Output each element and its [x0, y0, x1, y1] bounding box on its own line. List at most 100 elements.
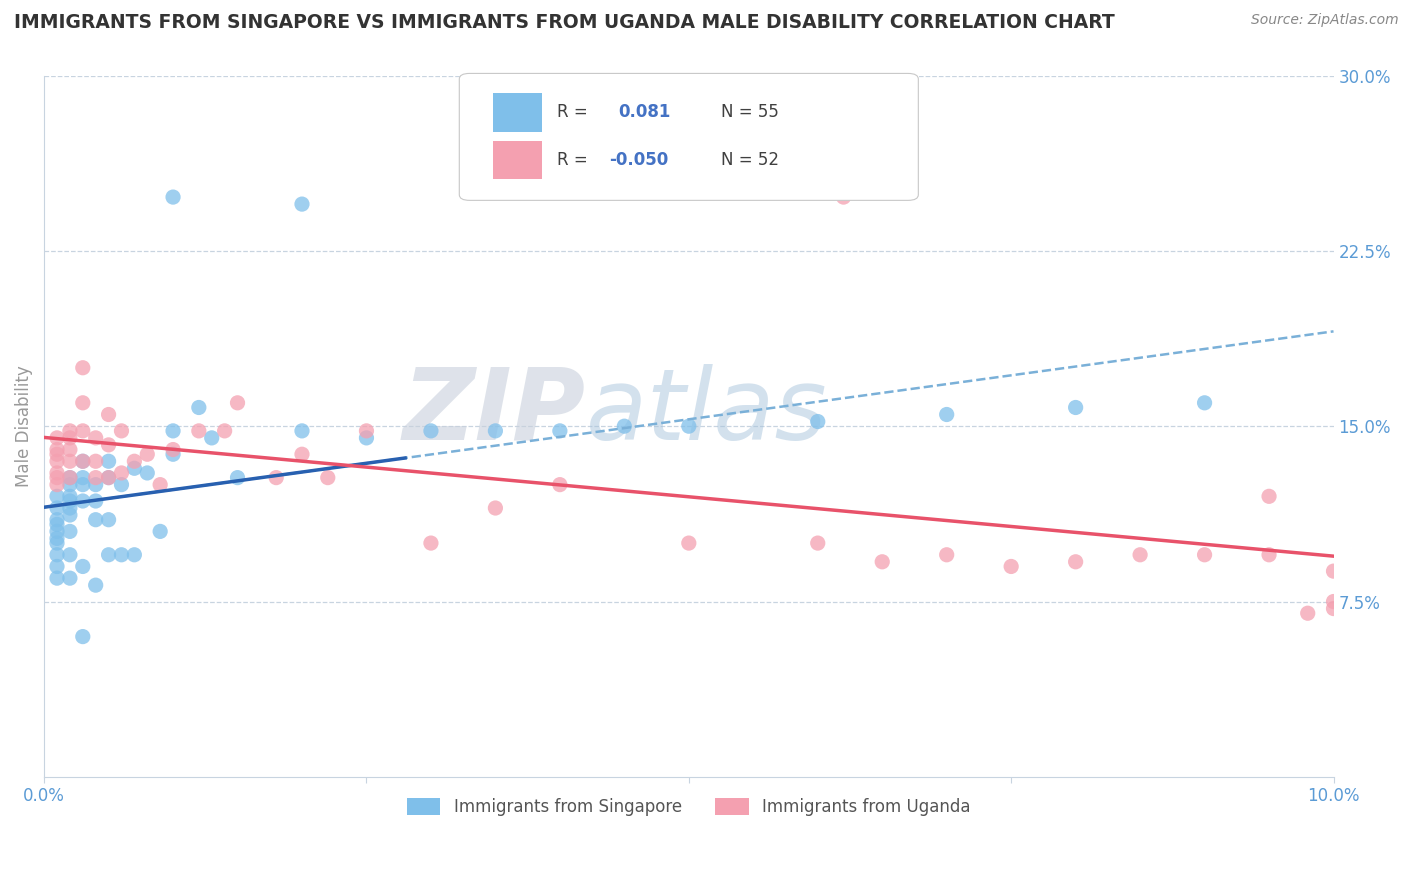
Point [46, 548, 69, 562]
Point [84, 477, 107, 491]
Text: -0.050: -0.050 [609, 151, 668, 169]
Text: atlas: atlas [586, 364, 827, 460]
Point [46, 470, 69, 484]
Point [46, 532, 69, 546]
Point [484, 501, 506, 516]
Point [84, 454, 107, 468]
Point [1322, 601, 1344, 615]
Text: Source: ZipAtlas.com: Source: ZipAtlas.com [1251, 13, 1399, 28]
Point [59, 508, 82, 522]
FancyBboxPatch shape [460, 73, 918, 201]
Point [1258, 489, 1281, 503]
Point [124, 548, 146, 562]
Point [46, 489, 69, 503]
Point [1129, 548, 1152, 562]
Point [97, 470, 120, 484]
Point [97, 454, 120, 468]
Point [356, 431, 378, 445]
Point [59, 470, 82, 484]
Y-axis label: Male Disability: Male Disability [15, 366, 32, 487]
Point [226, 396, 249, 410]
Point [162, 424, 184, 438]
Point [97, 408, 120, 422]
Point [1258, 548, 1281, 562]
Point [149, 524, 172, 539]
Point [59, 489, 82, 503]
Point [84, 431, 107, 445]
Point [59, 477, 82, 491]
Point [124, 454, 146, 468]
FancyBboxPatch shape [494, 93, 541, 132]
Text: R =: R = [557, 103, 588, 121]
Point [316, 470, 339, 484]
Point [1322, 564, 1344, 578]
Point [84, 578, 107, 592]
Point [46, 466, 69, 480]
Point [548, 477, 571, 491]
Point [59, 548, 82, 562]
Point [356, 424, 378, 438]
Point [124, 461, 146, 475]
Point [72, 424, 94, 438]
Point [46, 513, 69, 527]
Point [162, 190, 184, 204]
Point [110, 424, 132, 438]
Point [548, 161, 571, 176]
Point [97, 548, 120, 562]
Point [1064, 555, 1087, 569]
Point [162, 442, 184, 457]
Point [84, 513, 107, 527]
Point [59, 454, 82, 468]
Legend: Immigrants from Singapore, Immigrants from Uganda: Immigrants from Singapore, Immigrants fr… [399, 789, 979, 824]
Point [214, 424, 236, 438]
Text: IMMIGRANTS FROM SINGAPORE VS IMMIGRANTS FROM UGANDA MALE DISABILITY CORRELATION : IMMIGRANTS FROM SINGAPORE VS IMMIGRANTS … [14, 13, 1115, 32]
Point [46, 571, 69, 585]
Point [72, 630, 94, 644]
Point [84, 470, 107, 484]
Point [59, 524, 82, 539]
Text: 0.081: 0.081 [617, 103, 671, 121]
Text: N = 55: N = 55 [721, 103, 779, 121]
Point [46, 477, 69, 491]
Point [187, 401, 209, 415]
Point [72, 454, 94, 468]
Point [46, 536, 69, 550]
Point [419, 424, 441, 438]
Point [72, 454, 94, 468]
FancyBboxPatch shape [494, 141, 541, 179]
Point [97, 513, 120, 527]
Point [97, 470, 120, 484]
Point [187, 424, 209, 438]
Point [419, 536, 441, 550]
Point [291, 447, 314, 461]
Point [1322, 594, 1344, 608]
Point [1194, 396, 1216, 410]
Point [678, 419, 700, 434]
Point [59, 470, 82, 484]
Point [1000, 559, 1022, 574]
Point [46, 559, 69, 574]
Point [72, 559, 94, 574]
Point [72, 360, 94, 375]
Point [59, 494, 82, 508]
Point [807, 415, 830, 429]
Point [46, 454, 69, 468]
Point [46, 517, 69, 532]
Point [832, 190, 855, 204]
Text: R =: R = [557, 151, 588, 169]
Point [84, 494, 107, 508]
Point [59, 571, 82, 585]
Point [110, 477, 132, 491]
Text: ZIP: ZIP [402, 364, 586, 460]
Point [678, 536, 700, 550]
Point [201, 431, 224, 445]
Point [72, 477, 94, 491]
Point [484, 424, 506, 438]
Point [59, 431, 82, 445]
Point [870, 555, 893, 569]
Point [46, 442, 69, 457]
Point [46, 431, 69, 445]
Point [149, 477, 172, 491]
Point [110, 466, 132, 480]
Point [1064, 401, 1087, 415]
